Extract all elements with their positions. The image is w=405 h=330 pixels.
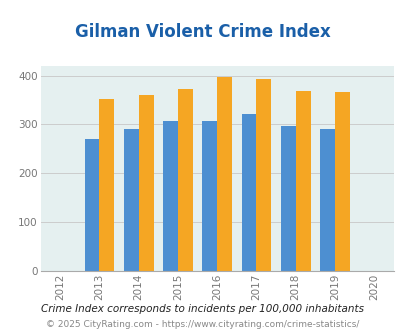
Bar xyxy=(177,89,192,271)
Bar xyxy=(124,129,139,271)
Bar xyxy=(217,77,232,271)
Text: Gilman Violent Crime Index: Gilman Violent Crime Index xyxy=(75,23,330,41)
Bar xyxy=(139,95,153,271)
Bar xyxy=(84,139,99,271)
Bar xyxy=(319,129,334,271)
Bar xyxy=(163,120,177,271)
Text: © 2025 CityRating.com - https://www.cityrating.com/crime-statistics/: © 2025 CityRating.com - https://www.city… xyxy=(46,320,359,329)
Bar xyxy=(280,126,295,271)
Bar xyxy=(295,91,310,271)
Bar xyxy=(256,79,271,271)
Bar xyxy=(202,121,217,271)
Bar xyxy=(99,99,114,271)
Bar xyxy=(334,92,349,271)
Bar xyxy=(241,114,256,271)
Text: Crime Index corresponds to incidents per 100,000 inhabitants: Crime Index corresponds to incidents per… xyxy=(41,304,364,314)
